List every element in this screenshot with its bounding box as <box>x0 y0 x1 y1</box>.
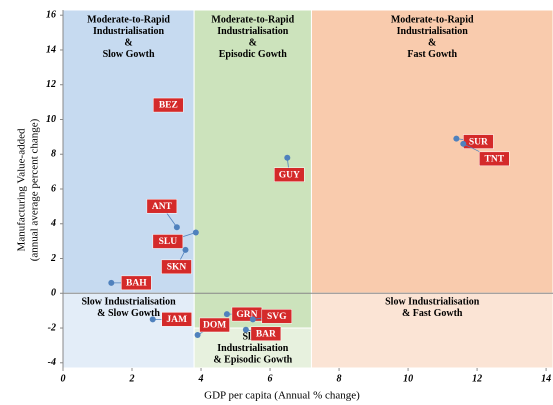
point <box>192 229 199 236</box>
x-tick-label: 0 <box>61 373 66 384</box>
region-label: Industrialisation <box>217 343 289 354</box>
point <box>108 279 115 286</box>
point-label: SUR <box>469 137 488 147</box>
region-label: Industrialisation <box>397 26 469 37</box>
region-label: Industrialisation <box>93 26 165 37</box>
y-tick-label: 12 <box>46 79 56 90</box>
point-label-box <box>146 198 178 214</box>
x-tick-label: 4 <box>198 373 204 384</box>
y-tick-label: 4 <box>50 218 56 229</box>
y-tick-label: 0 <box>51 288 56 299</box>
y-axis-label-line: (annual average percent change) <box>29 118 41 261</box>
region-label: Slow Industrialisation <box>385 297 480 308</box>
point <box>182 246 189 253</box>
y-tick-label: 6 <box>51 183 56 194</box>
point-label-box <box>250 326 282 342</box>
y-tick-label: 16 <box>46 10 56 21</box>
point-label-box <box>479 151 510 167</box>
point-label-box <box>152 234 184 249</box>
region-label: Fast Gowth <box>407 49 457 60</box>
point <box>460 140 467 147</box>
point-label: BEZ <box>159 101 178 111</box>
point <box>242 326 249 333</box>
region-label: Moderate-to-Rapid <box>87 14 170 25</box>
point <box>249 316 256 323</box>
point-label-box <box>199 317 230 333</box>
point-label-box <box>121 275 152 291</box>
region-label: & Fast Gowth <box>402 308 463 319</box>
point-label: GUY <box>279 170 300 180</box>
y-tick-label: 14 <box>46 44 56 55</box>
point <box>194 331 201 338</box>
x-tick-label: 2 <box>129 373 135 384</box>
point-label-box <box>274 167 305 182</box>
x-tick-label: 8 <box>337 373 342 384</box>
region <box>62 292 195 369</box>
region-label: Moderate-to-Rapid <box>211 14 294 25</box>
point-label: BAH <box>126 279 147 289</box>
region-label: & Episodic Gowth <box>213 354 292 365</box>
x-tick-label: 6 <box>268 373 273 384</box>
x-tick-label: 14 <box>541 373 551 384</box>
point-label: GRN <box>236 310 257 320</box>
point-label-box <box>261 309 293 324</box>
y-tick-label: 8 <box>51 149 56 160</box>
point-label-box <box>161 312 192 327</box>
point <box>223 311 230 318</box>
point-label: SLU <box>159 237 178 247</box>
point <box>173 224 180 231</box>
point <box>149 316 156 323</box>
point-label: BAR <box>256 329 276 339</box>
y-axis-label: Manufacturing Value-added (annual averag… <box>16 118 41 261</box>
point <box>284 154 291 161</box>
region <box>310 292 553 369</box>
point-label: JAM <box>166 315 187 325</box>
y-tick-label: 10 <box>46 114 56 125</box>
point <box>453 135 460 142</box>
point-label: SKN <box>167 263 187 273</box>
point-label: ANT <box>152 202 173 212</box>
region-label: Moderate-to-Rapid <box>391 14 474 25</box>
point-label: SVG <box>267 312 287 322</box>
x-tick-label: 12 <box>472 373 482 384</box>
y-tick-label: -2 <box>48 322 56 333</box>
region-label: & <box>249 37 257 48</box>
y-tick-label: -4 <box>48 357 56 368</box>
point-label: TNT <box>485 155 505 165</box>
x-axis-label: GDP per capita (Annual % change) <box>204 390 360 402</box>
point-label: DOM <box>203 321 226 331</box>
region-label: & <box>124 37 132 48</box>
point-label-box <box>153 97 184 113</box>
point-label-box <box>161 259 192 275</box>
region-label: Slow Industrialisation <box>81 297 176 308</box>
region-label: & Slow Gowth <box>97 308 160 319</box>
region-label: Industrialisation <box>217 26 289 37</box>
y-tick-label: 2 <box>50 253 56 264</box>
x-tick-label: 10 <box>403 373 413 384</box>
region-label: & <box>428 37 436 48</box>
region-label: Slow Gowth <box>103 49 155 60</box>
y-axis-label-line: Manufacturing Value-added <box>16 128 28 251</box>
region-label: Episodic Gowth <box>219 49 288 60</box>
